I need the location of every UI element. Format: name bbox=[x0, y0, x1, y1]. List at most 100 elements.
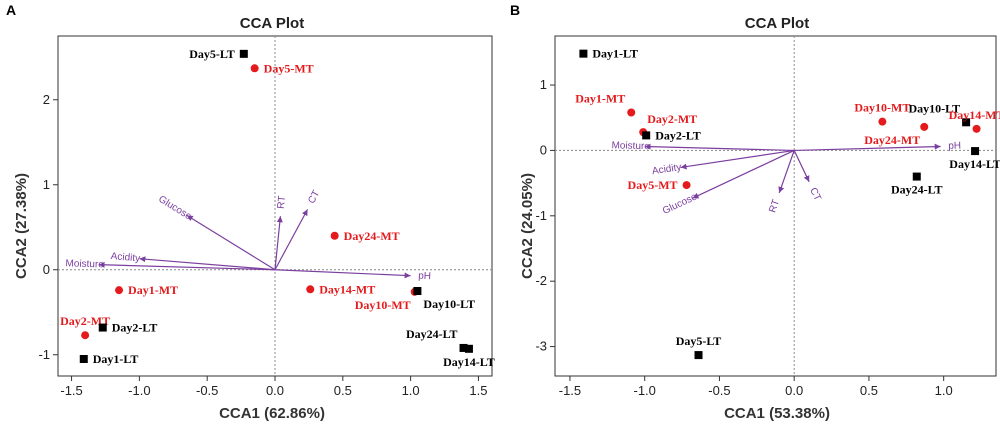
panel-b-x-axis-title: CCA1 (53.38%) bbox=[724, 405, 830, 422]
panel-b-arrow-label-acidity: Acidity bbox=[651, 162, 682, 177]
panel-a-point-label-day1-lt: Day1-LT bbox=[93, 352, 139, 366]
panel-a-arrow-label-acidity: Acidity bbox=[110, 251, 140, 264]
panel-a-arrow-label-glucose: Glucose bbox=[156, 194, 193, 223]
panel-b-point-label-day14-mt: Day14-MT bbox=[949, 108, 1000, 122]
panel-b-tag: B bbox=[510, 2, 520, 18]
panel-b-y-tick-label: -2 bbox=[535, 273, 547, 288]
panel-a-arrow-label-rt: RT bbox=[276, 195, 288, 209]
panel-a-arrow-label-moisture: Moisture bbox=[65, 258, 104, 270]
panel-b-arrow-ph bbox=[794, 143, 941, 152]
panel-b-point-label-day24-mt: Day24-MT bbox=[864, 133, 920, 147]
panel-a-point-label-day5-lt: Day5-LT bbox=[189, 47, 235, 61]
panel-a-point-label-day5-mt: Day5-MT bbox=[264, 61, 314, 75]
panel-b-x-tick-label: 0.0 bbox=[785, 383, 803, 398]
panel-a-point-day5-lt bbox=[239, 49, 248, 58]
panel-b-point-label-day1-lt: Day1-LT bbox=[592, 47, 638, 61]
panel-a-arrow-ct bbox=[274, 209, 309, 271]
panel-b-point-day24-lt bbox=[912, 172, 921, 181]
panel-b-plot-area: -1.5 -1.0 -0.5 0.0 0.5 1.0 -3 -2 -1 0 1 pH MoistureA… bbox=[535, 35, 1000, 398]
panel-a-arrow-moisture bbox=[98, 261, 276, 271]
panel-a-point-day10-lt bbox=[413, 287, 422, 295]
panel-a-point-label-day2-mt: Day2-MT bbox=[60, 314, 110, 328]
panel-a-y-tick-label: 0 bbox=[43, 262, 50, 277]
panel-b-arrow-rt bbox=[778, 150, 795, 194]
panel-b-x-tick-label: -1.5 bbox=[559, 383, 581, 398]
panel-a-point-label-day10-mt: Day10-MT bbox=[355, 298, 411, 312]
panel-b-point-label-day24-lt: Day24-LT bbox=[891, 183, 943, 197]
panel-a-y-tick-label: 2 bbox=[43, 92, 50, 107]
panel-b-x-tick-label: 0.5 bbox=[860, 383, 878, 398]
panel-a-x-tick-label: 1.0 bbox=[402, 383, 420, 398]
panel-b-point-day10-lt bbox=[962, 118, 971, 127]
panel-a-point-day24-mt bbox=[330, 231, 339, 240]
panel-b-arrow-label-glucose: Glucose bbox=[661, 191, 699, 217]
panel-b-title: CCA Plot bbox=[745, 15, 809, 32]
panel-a: A CCA Plot CCA1 (62.86%) CCA2 (27.38%) -… bbox=[6, 2, 495, 422]
panel-b-x-tick-label: -0.5 bbox=[708, 383, 730, 398]
panel-b-point-day5-mt bbox=[682, 181, 691, 190]
panel-a-arrow-rt bbox=[274, 216, 283, 270]
panel-a-x-tick-label: 0.5 bbox=[334, 383, 352, 398]
panel-b-point-day2-lt bbox=[642, 131, 651, 140]
panel-a-title: CCA Plot bbox=[240, 15, 304, 32]
panel-b-arrow-label-rt: RT bbox=[767, 198, 782, 214]
panel-b-arrow-ct bbox=[793, 150, 810, 183]
panel-a-arrow-label-ct: CT bbox=[306, 189, 322, 206]
panel-a-point-day14-lt bbox=[464, 344, 473, 353]
panel-b-point-label-day14-lt: Day14-LT bbox=[949, 157, 1000, 171]
panel-b-y-axis-title: CCA2 (24.05%) bbox=[519, 173, 536, 279]
panel-b-arrow-moisture bbox=[644, 143, 795, 152]
panel-b-arrow-label-moisture: Moisture bbox=[611, 140, 650, 152]
panel-a-point-day2-lt bbox=[98, 323, 107, 332]
panel-a-point-label-day24-mt: Day24-MT bbox=[344, 229, 400, 243]
panel-a-y-tick-label: -1 bbox=[38, 347, 50, 362]
panel-a-x-tick-label: 0.0 bbox=[266, 383, 284, 398]
panel-b-point-label-day10-mt: Day10-MT bbox=[854, 101, 910, 115]
panel-b-arrow-acidity bbox=[680, 149, 795, 170]
panel-b-arrow-label-ph: pH bbox=[948, 141, 961, 152]
panel-b-arrow-glucose bbox=[692, 149, 795, 199]
panel-b-point-label-day2-lt: Day2-LT bbox=[655, 128, 701, 142]
panel-a-arrow-label-ph: pH bbox=[418, 271, 431, 283]
panel-b-point-day14-mt bbox=[972, 124, 981, 133]
panel-a-point-label-day2-lt: Day2-LT bbox=[112, 321, 158, 335]
panel-a-point-day1-mt bbox=[115, 286, 124, 295]
panel-b-frame bbox=[554, 35, 997, 377]
panel-b-point-label-day1-mt: Day1-MT bbox=[575, 92, 625, 106]
panel-a-x-tick-label: 1.5 bbox=[469, 383, 487, 398]
panel-b-y-tick-label: 1 bbox=[540, 77, 547, 92]
panel-a-y-tick-label: 1 bbox=[43, 177, 50, 192]
panel-a-point-day2-mt bbox=[81, 331, 90, 340]
panel-b-y-tick-label: -3 bbox=[535, 339, 547, 354]
panel-a-x-tick-label: -1.5 bbox=[60, 383, 82, 398]
panel-a-point-label-day10-lt: Day10-LT bbox=[423, 297, 475, 311]
panel-a-tag: A bbox=[6, 2, 16, 18]
panel-b-point-label-day5-mt: Day5-MT bbox=[628, 178, 678, 192]
panel-a-x-tick-label: -0.5 bbox=[196, 383, 218, 398]
panel-b-point-day24-mt bbox=[920, 122, 929, 131]
panel-a-x-axis-title: CCA1 (62.86%) bbox=[219, 405, 325, 422]
panel-a-point-label-day24-lt: Day24-LT bbox=[406, 327, 458, 341]
panel-a-point-label-day1-mt: Day1-MT bbox=[128, 283, 178, 297]
panel-b-point-label-day10-lt: Day10-LT bbox=[909, 101, 961, 115]
panel-b-point-label-day2-mt: Day2-MT bbox=[647, 112, 697, 126]
panel-b-x-tick-label: -1.0 bbox=[633, 383, 655, 398]
panel-a-arrow-ph bbox=[274, 269, 411, 279]
panel-a-point-day24-lt bbox=[459, 343, 468, 352]
panel-a-point-day14-mt bbox=[306, 285, 315, 294]
panel-a-point-day1-lt bbox=[79, 355, 88, 363]
panel-a-x-tick-label: -1.0 bbox=[128, 383, 150, 398]
panel-b: B CCA Plot CCA1 (53.38%) CCA2 (24.05%) -… bbox=[510, 2, 1000, 422]
panel-b-point-day14-lt bbox=[971, 147, 980, 156]
panel-a-plot-area: -1.5 -1.0 -0.5 0.0 0.5 1.0 1.5 -1 0 1 2 pH Moisture A… bbox=[38, 35, 495, 398]
panel-b-x-tick-label: 1.0 bbox=[935, 383, 953, 398]
panel-a-point-label-day14-mt: Day14-MT bbox=[319, 282, 375, 296]
panel-b-y-tick-label: 0 bbox=[540, 142, 547, 157]
panel-a-arrow-glucose bbox=[186, 214, 276, 271]
panel-b-point-label-day5-lt: Day5-LT bbox=[676, 334, 722, 348]
panel-b-point-day1-mt bbox=[627, 108, 636, 117]
panel-a-point-day5-mt bbox=[250, 64, 259, 73]
panel-a-arrow-acidity bbox=[139, 256, 276, 271]
panel-b-point-day1-lt bbox=[579, 49, 588, 58]
